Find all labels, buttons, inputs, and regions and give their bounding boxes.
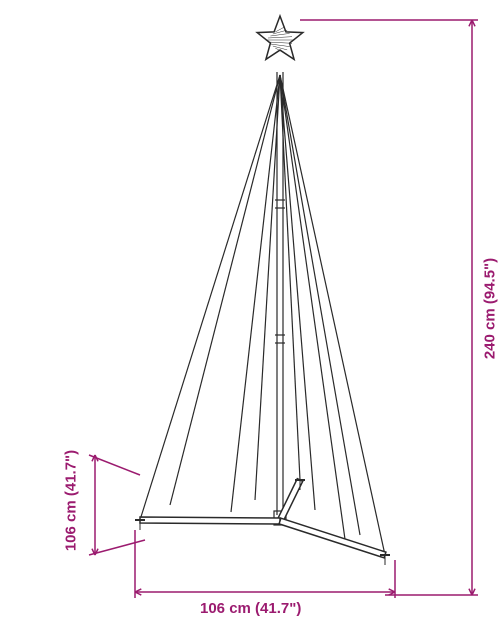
cone-strings — [140, 75, 385, 555]
star-icon — [257, 16, 303, 59]
dim-depth-label: 106 cm (41.7") — [63, 436, 80, 566]
dim-height-label: 240 cm (94.5") — [482, 239, 499, 379]
dim-width-label: 106 cm (41.7") — [200, 600, 301, 617]
